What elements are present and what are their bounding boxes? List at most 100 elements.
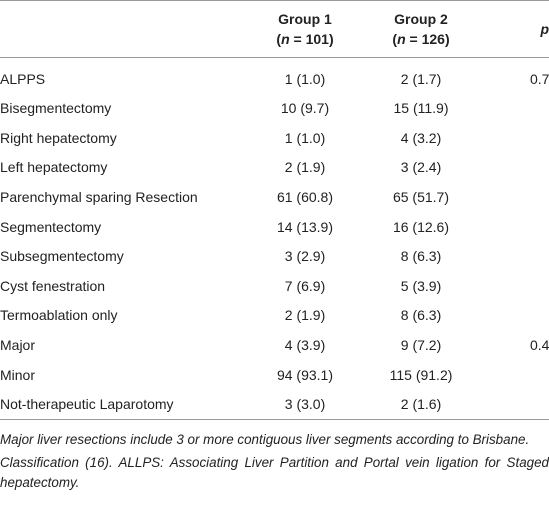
cell-text: 14 (13.9)	[276, 218, 334, 235]
table-cell: 3 (3.0)	[250, 389, 360, 420]
header-n: (	[392, 31, 398, 47]
table-row: Right hepatectomy 1 (1.0) 4 (3.2)	[0, 123, 549, 153]
table-cell: 4 (3.9)	[250, 330, 360, 360]
table-cell	[482, 360, 549, 390]
table-cell: 10 (9.7)	[250, 94, 360, 124]
table-cell	[482, 94, 549, 124]
table-cell: ALPPS	[0, 58, 250, 94]
table-cell: 61 (60.8)	[250, 182, 360, 212]
cell-text: Segmentectomy	[0, 218, 102, 235]
table-cell: 1 (1.0)	[250, 123, 360, 153]
cell-text: 3 (3.0)	[284, 395, 326, 412]
header-title: p	[540, 21, 549, 37]
header-cell	[0, 0, 250, 58]
cell-text: Subsegmentectomy	[0, 248, 124, 265]
table-cell: 5 (3.9)	[360, 271, 482, 301]
table-cell: Right hepatectomy	[0, 123, 250, 153]
cell-text: Cyst fenestration	[0, 277, 106, 294]
table-cell	[482, 123, 549, 153]
cell-text: Right hepatectomy	[0, 129, 117, 146]
table-cell	[482, 301, 549, 331]
table-cell: 8 (6.3)	[360, 301, 482, 331]
cell-text: 2 (1.9)	[284, 159, 326, 176]
table-cell: 14 (13.9)	[250, 212, 360, 242]
cell-text: 1 (1.0)	[284, 129, 326, 146]
table-cell: 8 (6.3)	[360, 241, 482, 271]
table-cell: 3 (2.9)	[250, 241, 360, 271]
header-title: Group 1	[278, 11, 332, 27]
results-table: Group 1 (n = 101) Group 2 (n = 126) p ALPPS 1…	[0, 0, 549, 420]
header-n: = 101)	[289, 31, 334, 47]
cell-text: 94 (93.1)	[276, 366, 334, 383]
table-cell: Bisegmentectomy	[0, 94, 250, 124]
table-cell: 0.476	[482, 330, 549, 360]
table-cell: Left hepatectomy	[0, 153, 250, 183]
cell-text: Parenchymal sparing Resection	[0, 189, 198, 206]
table-cell: 16 (12.6)	[360, 212, 482, 242]
table-cell: 0.790	[482, 58, 549, 94]
table-cell: 2 (1.7)	[360, 58, 482, 94]
cell-text: Minor	[0, 366, 36, 383]
cell-text: 8 (6.3)	[400, 248, 442, 265]
header-n: (	[276, 31, 282, 47]
table-row: Bisegmentectomy 10 (9.7) 15 (11.9)	[0, 94, 549, 124]
cell-text: Major	[0, 337, 36, 354]
cell-text: Left hepatectomy	[0, 159, 108, 176]
table-row: ALPPS 1 (1.0) 2 (1.7) 0.790	[0, 58, 549, 94]
cell-text: 0.476	[529, 337, 549, 354]
table-row: Termoablation only 2 (1.9) 8 (6.3)	[0, 301, 549, 331]
table-cell: Cyst fenestration	[0, 271, 250, 301]
cell-text: 4 (3.2)	[400, 129, 442, 146]
table-cell: 4 (3.2)	[360, 123, 482, 153]
table-row: Parenchymal sparing Resection 61 (60.8) 65…	[0, 182, 549, 212]
table-row: Left hepatectomy 2 (1.9) 3 (2.4)	[0, 153, 549, 183]
cell-text: 61 (60.8)	[276, 189, 334, 206]
table-cell: Major	[0, 330, 250, 360]
table-cell: Subsegmentectomy	[0, 241, 250, 271]
table-row: Segmentectomy 14 (13.9) 16 (12.6)	[0, 212, 549, 242]
cell-text: Bisegmentectomy	[0, 100, 112, 117]
footnote: Major liver resections include 3 or more…	[0, 431, 530, 447]
table-cell	[482, 271, 549, 301]
cell-text: 2 (1.9)	[284, 307, 326, 324]
header-cell: Group 2 (n = 126)	[360, 0, 482, 58]
cell-text: 10 (9.7)	[280, 100, 330, 117]
table-cell	[482, 241, 549, 271]
table-body: ALPPS 1 (1.0) 2 (1.7) 0.790 Bisegmentectomy 1…	[0, 58, 549, 420]
table-cell: Segmentectomy	[0, 212, 250, 242]
header-n: n	[397, 31, 406, 47]
cell-text: 15 (11.9)	[393, 100, 449, 117]
table-cell: 94 (93.1)	[250, 360, 360, 390]
header-row: Group 1 (n = 101) Group 2 (n = 126) p	[0, 0, 549, 58]
cell-text: 8 (6.3)	[400, 307, 442, 324]
table-row: Minor 94 (93.1) 115 (91.2)	[0, 360, 549, 390]
table-cell: Not-therapeutic Laparotomy	[0, 389, 250, 420]
cell-text: 0.790	[529, 70, 549, 87]
table-cell: 2 (1.9)	[250, 153, 360, 183]
table-cell: 115 (91.2)	[360, 360, 482, 390]
cell-text: 9 (7.2)	[400, 337, 442, 354]
table-cell	[482, 182, 549, 212]
header-cell: Group 1 (n = 101)	[250, 0, 360, 58]
cell-text: 2 (1.6)	[400, 395, 442, 412]
table-cell: 15 (11.9)	[360, 94, 482, 124]
table-cell: 3 (2.4)	[360, 153, 482, 183]
table-row: Cyst fenestration 7 (6.9) 5 (3.9)	[0, 271, 549, 301]
table-cell: Parenchymal sparing Resection	[0, 182, 250, 212]
table-row: Major 4 (3.9) 9 (7.2) 0.476	[0, 330, 549, 360]
header-cell: p	[482, 0, 549, 58]
cell-text: Termoablation only	[0, 307, 118, 324]
cell-text: 5 (3.9)	[400, 277, 442, 294]
table-cell: Minor	[0, 360, 250, 390]
cell-text: ALPPS	[0, 70, 46, 87]
header-n: n	[281, 31, 290, 47]
cell-text: 3 (2.9)	[284, 248, 326, 265]
table-cell: 2 (1.9)	[250, 301, 360, 331]
header-title: Group 2	[394, 11, 448, 27]
table-cell	[482, 212, 549, 242]
table-cell: 65 (51.7)	[360, 182, 482, 212]
table-cell: 2 (1.6)	[360, 389, 482, 420]
cell-text: 16 (12.6)	[392, 218, 450, 235]
footnote: Classification (16). ALLPS: Associating …	[0, 455, 549, 490]
